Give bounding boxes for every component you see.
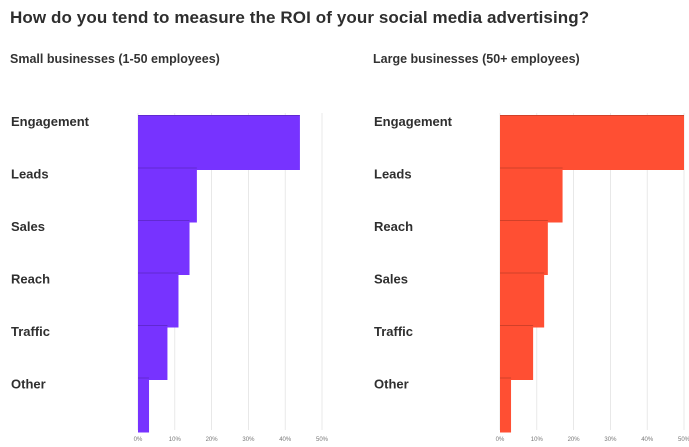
x-tick-label: 50% xyxy=(678,437,689,443)
x-tick-label: 0% xyxy=(496,437,505,443)
category-label: Reach xyxy=(11,272,50,287)
bar-engagement xyxy=(500,115,684,170)
x-tick-label: 30% xyxy=(242,437,255,443)
bar-traffic xyxy=(500,325,534,380)
bar-engagement xyxy=(138,115,300,170)
category-label: Leads xyxy=(374,167,412,182)
category-label: Engagement xyxy=(374,114,453,129)
category-label: Engagement xyxy=(11,114,90,129)
x-tick-label: 50% xyxy=(316,437,329,443)
bar-reach xyxy=(138,272,179,328)
bar-traffic xyxy=(138,325,168,380)
category-label: Traffic xyxy=(374,324,413,339)
bar-other xyxy=(500,377,512,433)
chart-title: How do you tend to measure the ROI of yo… xyxy=(10,8,590,27)
category-label: Sales xyxy=(11,219,45,234)
x-tick-label: 0% xyxy=(134,437,143,443)
bar-leads xyxy=(500,167,563,223)
category-label: Traffic xyxy=(11,324,50,339)
category-label: Other xyxy=(11,377,46,392)
panel-subtitle: Large businesses (50+ employees) xyxy=(373,52,580,66)
bar-sales xyxy=(500,272,545,328)
category-label: Reach xyxy=(374,219,413,234)
x-tick-label: 40% xyxy=(641,437,654,443)
x-tick-label: 30% xyxy=(604,437,617,443)
bar-reach xyxy=(500,220,548,275)
x-tick-label: 10% xyxy=(169,437,182,443)
bar-other xyxy=(138,377,150,433)
small-business-chart: 0% 10% 20% 30% 40% 50% Engagement Leads Sales Rea… xyxy=(11,113,329,443)
x-tick-label: 40% xyxy=(279,437,292,443)
x-tick-label: 10% xyxy=(531,437,544,443)
bar-leads xyxy=(138,167,197,223)
bar-sales xyxy=(138,220,190,275)
category-label: Other xyxy=(374,377,409,392)
x-tick-label: 20% xyxy=(206,437,219,443)
x-tick-label: 20% xyxy=(568,437,581,443)
category-label: Sales xyxy=(374,272,408,287)
panel-subtitle: Small businesses (1-50 employees) xyxy=(10,52,220,66)
category-label: Leads xyxy=(11,167,49,182)
